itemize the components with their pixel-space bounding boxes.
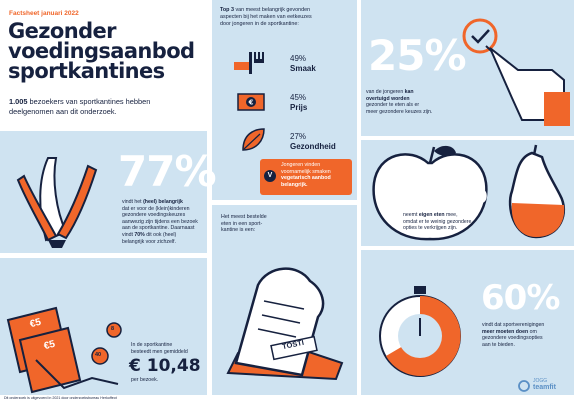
apple-pear-icon (372, 144, 566, 241)
stat77-line1-bold: (heel) belangrijk (143, 199, 183, 205)
euro-banknote-icon: € (237, 93, 265, 111)
top3-item-2-label: Prijs (290, 103, 308, 112)
stat21-line2: omdat er te weinig gezondere (403, 218, 472, 225)
stat77-line7: belangrijk voor zichzelf. (122, 238, 176, 245)
stat25-line1: van de jongeren (366, 89, 405, 95)
brand-top: JOGG (533, 378, 548, 384)
stat21-text: neemt eigen eten mee, omdat er te weinig… (403, 212, 493, 232)
stat77-line1: vindt het (122, 199, 144, 205)
top3-item-3-percent: 27% (290, 132, 307, 141)
stat60-line1: vindt dat sportverenigingen (482, 322, 545, 328)
stat77-line3: gezondere voedingskeuzes (122, 212, 186, 219)
intro-line-2: deelgenomen aan dit onderzoek. (9, 107, 117, 116)
stat21-line3: opties te verkrijgen zijn. (403, 225, 458, 232)
toast-text: Het meest bestelde eten in een sport- ka… (221, 214, 311, 234)
callout-text: Jongeren vinden voornamelijk smaken vege… (281, 162, 351, 188)
title-line-1: Gezonder (8, 19, 117, 43)
stat21-line1-pre: neemt (403, 212, 419, 218)
stat60-line4: aan te bieden. (482, 341, 515, 348)
title-line-3: sportkantines (8, 59, 165, 83)
top3-intro: Top 3 van meest belangrijk gevonden aspe… (220, 7, 358, 28)
top3-item-1-label: Smaak (290, 64, 316, 73)
stat77-value: 77% (118, 147, 217, 196)
callout-bold-2: belangrijk. (281, 181, 308, 188)
callout-line-2: voornamelijk smaken (281, 168, 331, 175)
callout-badge: V (264, 170, 276, 182)
stat60-line2-rest: om (528, 328, 537, 335)
stat25-line1-bold: kan (404, 89, 414, 95)
coin-label-3: 8 (111, 326, 115, 332)
stat25-text: van de jongeren kan overtuigd worden gez… (366, 89, 466, 115)
stat21-line1-bold: eigen eten (418, 212, 445, 218)
tosti-sandwich-icon (226, 267, 344, 381)
stat25-line3: gezonder te eten als er (366, 102, 420, 109)
stat21-value: 21% (399, 168, 488, 212)
svg-text:€: € (248, 99, 254, 107)
toast-line3: kantine is een: (221, 227, 256, 234)
top3-item-1-percent: 49% (290, 54, 307, 63)
spend-line1: In de sportkantine (131, 342, 173, 348)
brand-logo: JOGG teamfit (518, 376, 572, 398)
stat77-text: vindt het (heel) belangrijk dat er voor … (122, 199, 207, 245)
stat25-line2: overtuigd worden (366, 95, 410, 102)
top3-intro-line1: van meest belangrijk gevonden (233, 7, 311, 13)
top3-intro-bold: Top 3 (220, 7, 234, 13)
callout-line-1: Jongeren vinden (281, 162, 321, 168)
footer-note: Dit onderzoek is uitgevoerd in 2021 door… (4, 396, 117, 400)
stat25-value: 25% (368, 31, 467, 80)
callout-bold-1: vegetarisch aanbod (281, 175, 331, 182)
leaf-icon (242, 128, 265, 151)
top3-intro-line3: door jongeren in de sportkantine: (220, 21, 299, 27)
coin-label-4: 40 (95, 352, 102, 358)
intro-text: 1.005 bezoekers van sportkantines hebben… (9, 97, 150, 117)
stat60-line2-bold: meer moeten doen (482, 328, 529, 335)
page-title: Gezonder voedingsaanbod sportkantines (8, 19, 195, 83)
money-icon (6, 306, 122, 394)
stat25-line4: meer gezondere keuzes zijn. (366, 108, 433, 115)
intro-rest: bezoekers van sportkantines hebben (27, 97, 151, 106)
spend-line2: besteedt men gemiddeld (131, 348, 188, 355)
stat60-line3: gezondere voedingsopties (482, 335, 543, 342)
stat77-panel (0, 131, 207, 253)
stat60-text: vindt dat sportverenigingen meer moeten … (482, 322, 570, 348)
stat77-line6-bold: 70% (134, 231, 145, 238)
kicker: Factsheet januari 2022 (9, 10, 79, 17)
brand-bottom: teamfit (533, 384, 556, 391)
banana-icon (16, 157, 98, 248)
stat77-line6-pre: vindt (122, 231, 135, 238)
stat77-line4: aanwezig zijn tijdens een bezoek (122, 218, 198, 225)
toast-line2: eten in een sport- (221, 220, 263, 227)
fork-icon (234, 52, 264, 74)
toast-line1: Het meest bestelde (221, 214, 267, 220)
stat77-line6-rest: dit ook (heel) (144, 231, 177, 238)
pointing-hand-icon (462, 18, 570, 126)
stat77-line2: dat er voor de (klein)kinderen (122, 205, 190, 212)
stat77-line5: aan de sportkantine. Daarnaast (122, 225, 195, 232)
title-line-2: voedingsaanbod (8, 39, 195, 63)
stat60-value: 60% (481, 278, 560, 318)
spend-amount: € 10,48 (129, 356, 201, 376)
spend-per: per bezoek. (131, 377, 159, 383)
stat21-line1-rest: mee, (444, 212, 458, 218)
top3-item-2-percent: 45% (290, 93, 307, 102)
top3-intro-line2: aspecten bij het maken van eetkeuzes (220, 14, 312, 20)
top3-item-3-label: Gezondheid (290, 142, 336, 151)
stopwatch-icon (379, 286, 461, 377)
brand-mark-icon (518, 380, 530, 392)
spend-text: In de sportkantine besteedt men gemiddel… (131, 342, 207, 355)
intro-bold: 1.005 (9, 97, 28, 106)
